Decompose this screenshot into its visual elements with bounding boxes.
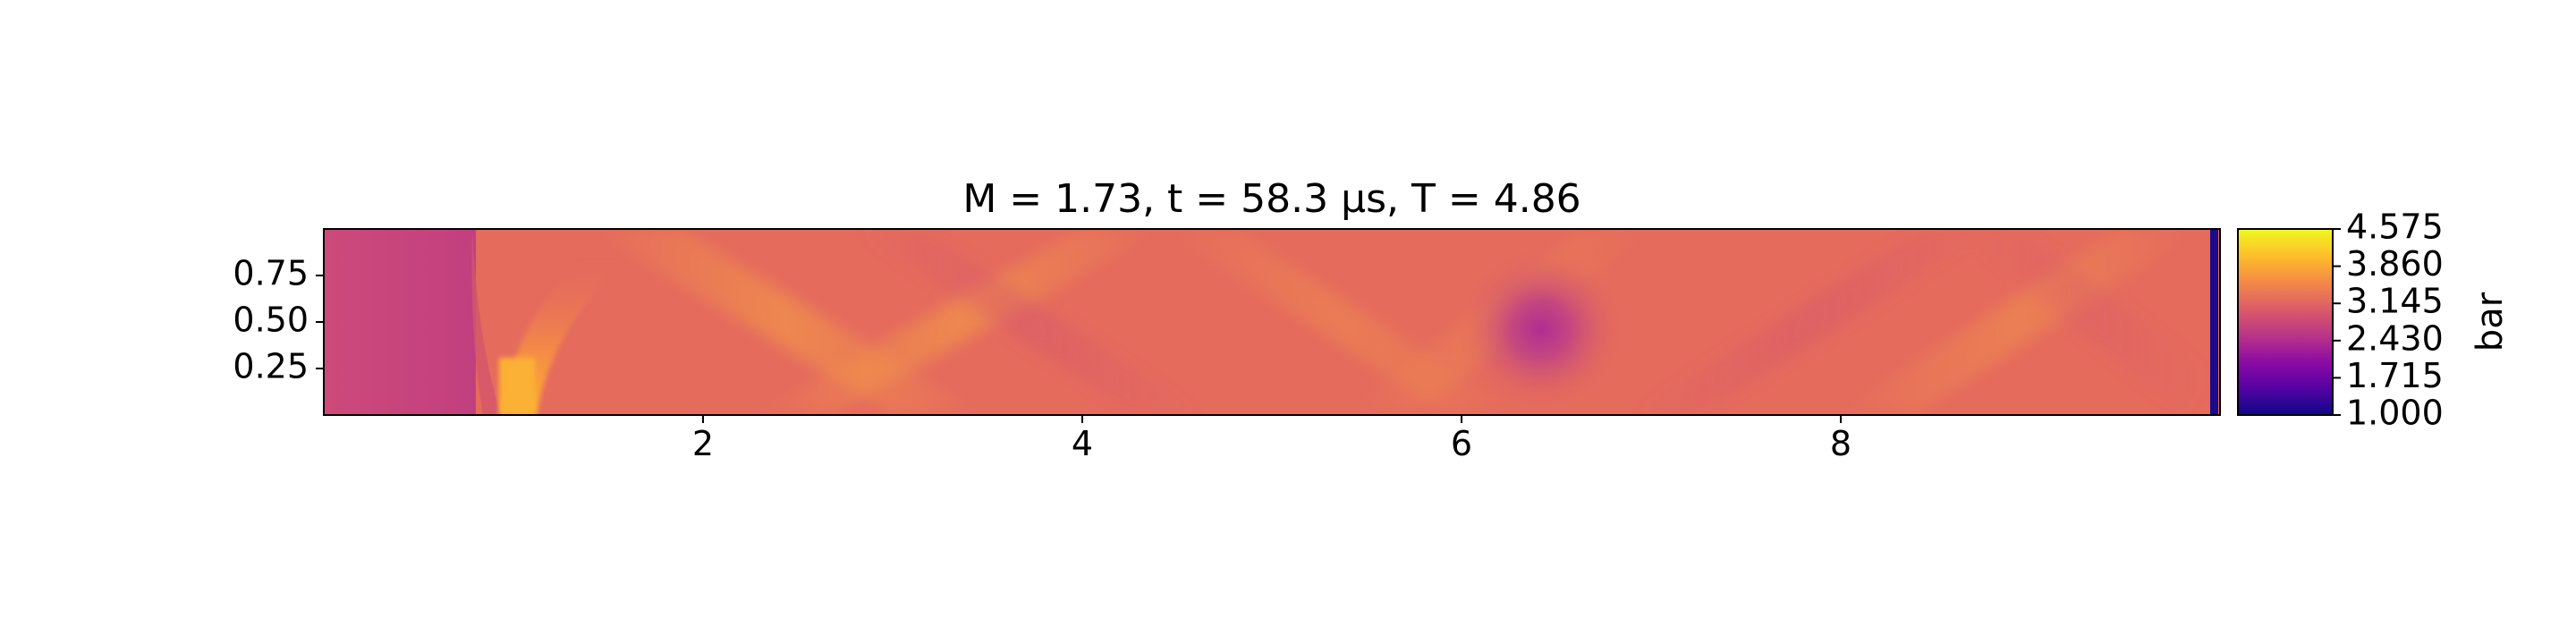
x-axis-ticks: 2 4 6 8 <box>692 415 1852 463</box>
heatmap-shock-front-base <box>499 358 535 415</box>
x-tick-label: 4 <box>1072 424 1093 463</box>
heatmap-left-region <box>324 229 476 415</box>
y-tick-label: 0.75 <box>233 254 309 293</box>
heatmap-field <box>324 229 2220 415</box>
x-tick-label: 8 <box>1830 424 1852 463</box>
heatmap-shock-arc-left <box>471 229 501 415</box>
y-tick-label: 0.50 <box>233 301 309 340</box>
colorbar-tick-label: 4.575 <box>2346 208 2444 247</box>
colorbar-tick-label: 3.860 <box>2346 244 2444 284</box>
colorbar-tick-label: 1.715 <box>2346 356 2444 395</box>
colorbar <box>2237 228 2334 416</box>
x-tick-label: 6 <box>1451 424 1472 463</box>
y-axis-ticks: 0.25 0.50 0.75 <box>233 254 324 386</box>
chart-title: M = 1.73, t = 58.3 μs, T = 4.86 <box>962 176 1580 222</box>
colorbar-label: bar <box>2470 292 2511 352</box>
heatmap-shock-front-right <box>2210 229 2218 415</box>
colorbar-tick-label: 3.145 <box>2346 282 2444 321</box>
x-tick-label: 2 <box>692 424 714 463</box>
y-tick-label: 0.25 <box>233 347 309 386</box>
colorbar-tick-label: 2.430 <box>2346 318 2444 358</box>
colorbar-tick-label: 1.000 <box>2346 394 2444 433</box>
heatmap-low-pressure-spot <box>1456 247 1626 411</box>
